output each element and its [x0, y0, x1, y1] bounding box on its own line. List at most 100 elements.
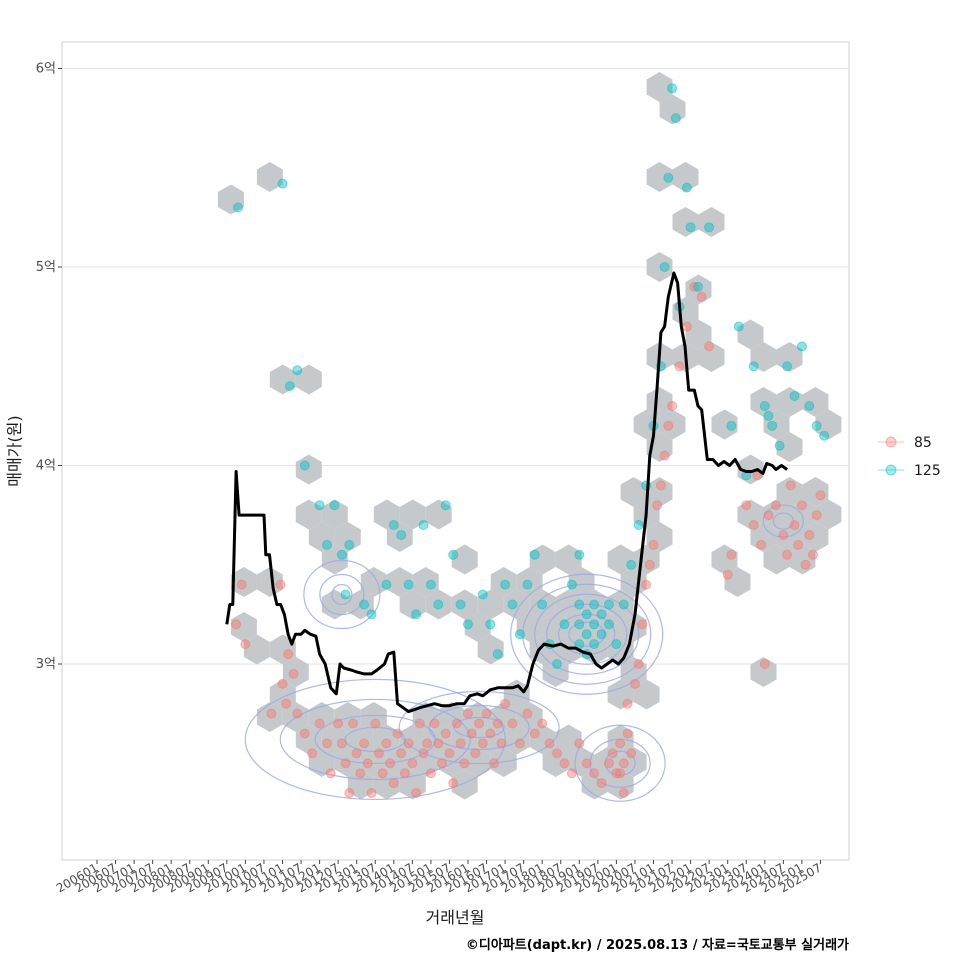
point-125: [667, 83, 678, 94]
hex-bin: [646, 72, 673, 102]
hex-bin: [399, 589, 426, 620]
hex-bin: [243, 634, 270, 665]
hex-bin: [334, 702, 361, 732]
point-125: [819, 430, 830, 441]
point-125: [522, 579, 533, 590]
point-85: [414, 718, 425, 729]
point-85: [277, 678, 288, 689]
point-85: [759, 659, 770, 669]
point-85: [552, 748, 562, 759]
point-85: [377, 768, 388, 779]
hex-bin: [334, 522, 361, 552]
point-85: [796, 500, 807, 511]
point-85: [633, 659, 644, 669]
point-125: [589, 599, 600, 610]
source-caption: ©디아파트(dapt.kr) / 2025.08.13 / 자료=국토교통부 실…: [465, 938, 849, 953]
point-125: [322, 539, 332, 550]
hex-bin: [321, 544, 348, 575]
point-125: [485, 619, 496, 630]
hex-bin: [490, 702, 517, 732]
point-85: [622, 698, 633, 709]
hex-bin: [776, 432, 803, 462]
point-125: [463, 619, 473, 630]
point-125: [292, 365, 303, 376]
density-contour: [568, 621, 606, 647]
point-125: [344, 539, 355, 550]
point-85: [355, 768, 366, 779]
point-85: [485, 728, 496, 739]
hex-bin: [256, 567, 283, 597]
point-85: [340, 758, 351, 769]
point-85: [231, 619, 242, 630]
point-85: [344, 788, 355, 798]
point-85: [655, 480, 666, 491]
density-contour: [314, 714, 436, 765]
point-125: [552, 659, 562, 669]
trend-line-layer: [225, 271, 788, 714]
hex-bin: [672, 207, 699, 237]
hex-bin: [750, 657, 777, 687]
hex-bin: [321, 724, 348, 755]
legend-key-85: [885, 436, 897, 448]
point-85: [815, 490, 826, 501]
point-125: [233, 202, 243, 213]
point-85: [778, 530, 789, 540]
point-125: [604, 619, 614, 630]
hex-bin: [438, 702, 465, 732]
y-axis-title: 매매가(원): [5, 415, 24, 486]
point-125: [411, 609, 422, 620]
hex-bin: [269, 364, 296, 395]
hex-bin: [425, 499, 452, 530]
point-85: [618, 758, 629, 769]
point-125: [418, 520, 429, 530]
point-85: [411, 788, 422, 798]
hex-bin: [360, 567, 387, 597]
hex-bin: [685, 319, 712, 350]
point-85: [637, 619, 648, 630]
point-85: [433, 738, 444, 749]
point-125: [611, 639, 622, 650]
point-85: [299, 728, 310, 739]
point-125: [811, 420, 822, 431]
hexbin-layer: [217, 72, 842, 800]
hex-bin: [555, 589, 582, 620]
scatter-points: [231, 83, 830, 798]
density-contour: [303, 559, 381, 630]
point-85: [748, 520, 759, 530]
point-85: [477, 738, 488, 749]
point-125: [633, 520, 644, 530]
point-85: [741, 500, 752, 511]
point-125: [381, 579, 392, 590]
hex-bin: [776, 477, 803, 507]
y-axis-ticks: 3억 4억 5억 6억: [36, 62, 62, 672]
point-125: [681, 182, 692, 193]
point-85: [566, 768, 577, 779]
point-125: [359, 599, 370, 610]
point-85: [348, 718, 358, 729]
point-125: [425, 579, 436, 590]
point-125: [396, 530, 407, 540]
hex-bin: [789, 499, 816, 530]
hex-bin: [295, 724, 322, 755]
point-125: [670, 113, 681, 124]
hex-bin: [646, 477, 673, 507]
point-85: [704, 341, 715, 352]
y-tick-label: 4억: [36, 459, 56, 474]
point-125: [440, 500, 451, 511]
point-125: [500, 579, 511, 590]
hex-bin: [334, 747, 361, 777]
point-125: [448, 549, 459, 560]
hex-bin: [360, 702, 387, 732]
point-85: [396, 748, 407, 759]
hex-bin: [646, 162, 673, 192]
point-125: [433, 599, 444, 610]
point-125: [589, 639, 600, 650]
point-125: [774, 440, 785, 451]
point-125: [574, 619, 585, 630]
density-contour: [534, 593, 640, 675]
density-contour: [574, 724, 666, 802]
hex-bin: [750, 342, 777, 372]
hex-bin: [646, 387, 673, 417]
hex-bin: [529, 589, 556, 620]
point-125: [763, 410, 774, 421]
